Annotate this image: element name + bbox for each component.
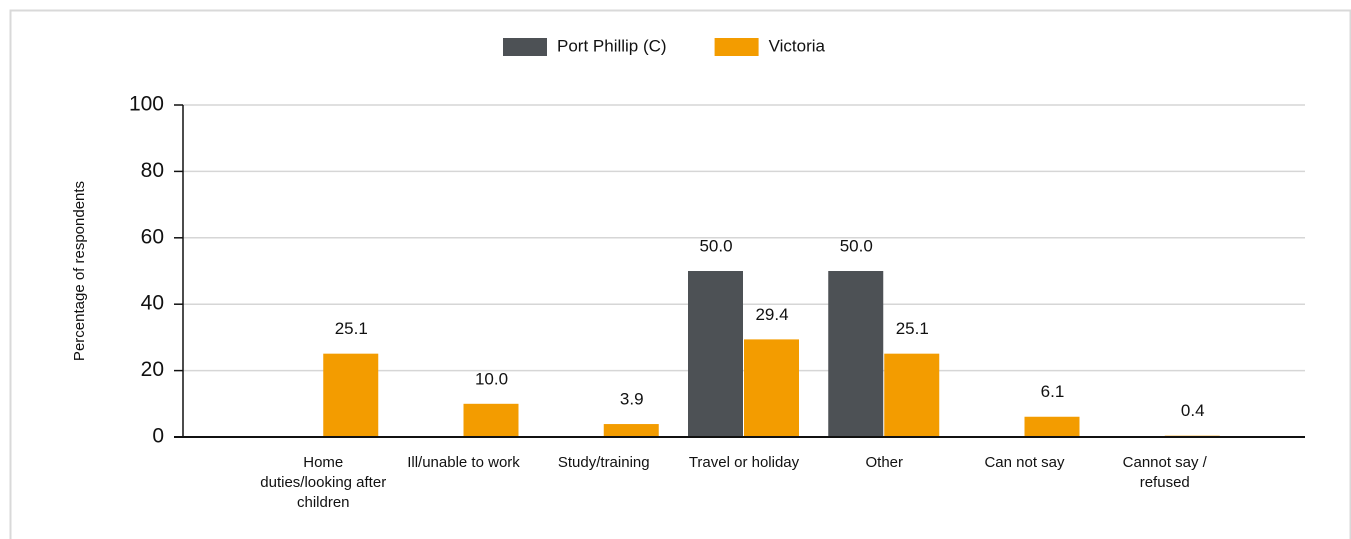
y-tick-label: 60	[141, 225, 164, 248]
x-tick-label: Cannot say / refused	[1122, 454, 1207, 491]
legend-label: Port Phillip (C)	[557, 36, 667, 55]
data-label: 6.1	[1041, 382, 1065, 401]
legend-swatch	[503, 38, 547, 56]
x-tick-label: Ill/unable to work	[407, 454, 520, 471]
bar	[688, 271, 743, 437]
data-label: 50.0	[840, 236, 873, 255]
data-label: 10.0	[475, 369, 508, 388]
y-tick-label: 0	[152, 425, 164, 448]
x-tick-label: Study/training	[557, 454, 650, 471]
y-tick-label: 40	[141, 292, 164, 315]
data-label: 25.1	[896, 319, 929, 338]
data-label: 50.0	[699, 236, 732, 255]
x-tick-label: Other	[865, 454, 903, 471]
bar	[828, 271, 884, 437]
bar	[463, 403, 519, 437]
data-label: 3.9	[620, 390, 644, 409]
x-tick-label: Travel or holiday	[688, 454, 800, 471]
data-label: 25.1	[335, 319, 368, 338]
x-tick-label: Home duties/looking after children	[260, 454, 387, 511]
y-axis-label: Percentage of respondents	[71, 181, 88, 361]
bar	[1024, 416, 1080, 437]
legend-swatch	[714, 38, 759, 56]
bar	[323, 353, 379, 437]
bar	[603, 424, 659, 437]
legend-label: Victoria	[769, 36, 826, 55]
data-label: 0.4	[1181, 401, 1205, 420]
x-tick-label: Can not say	[984, 454, 1065, 471]
y-tick-label: 80	[141, 159, 164, 182]
bar	[744, 339, 799, 437]
y-tick-label: 20	[141, 358, 164, 381]
y-tick-label: 100	[129, 93, 164, 116]
data-label: 29.4	[755, 305, 788, 324]
bar	[884, 353, 940, 437]
